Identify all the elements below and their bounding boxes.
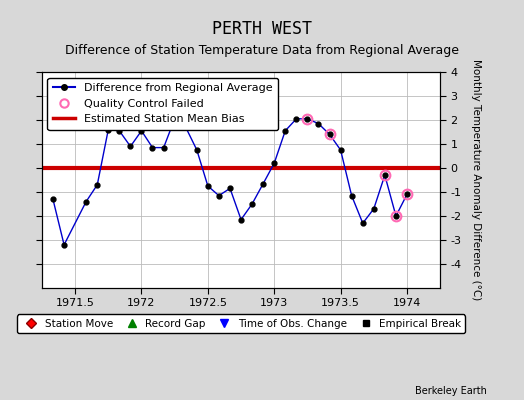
Difference from Regional Average <box>282 128 288 133</box>
Y-axis label: Monthly Temperature Anomaly Difference (°C): Monthly Temperature Anomaly Difference (… <box>471 59 481 301</box>
Difference from Regional Average <box>293 116 300 121</box>
Difference from Regional Average <box>216 193 222 198</box>
Difference from Regional Average <box>381 173 388 178</box>
Difference from Regional Average <box>205 184 211 188</box>
Difference from Regional Average <box>182 125 189 130</box>
Text: Berkeley Earth: Berkeley Earth <box>416 386 487 396</box>
Difference from Regional Average <box>116 128 123 133</box>
Difference from Regional Average <box>160 145 167 150</box>
Difference from Regional Average <box>50 197 56 202</box>
Difference from Regional Average <box>271 161 277 166</box>
Difference from Regional Average <box>194 148 200 152</box>
Difference from Regional Average <box>249 202 255 206</box>
Difference from Regional Average <box>94 182 101 187</box>
Quality Control Failed <box>304 116 311 121</box>
Difference from Regional Average <box>127 144 134 149</box>
Difference from Regional Average <box>227 186 233 191</box>
Difference from Regional Average <box>326 132 333 137</box>
Difference from Regional Average <box>370 206 377 211</box>
Difference from Regional Average <box>359 221 366 226</box>
Quality Control Failed <box>393 214 399 218</box>
Quality Control Failed <box>404 192 410 197</box>
Difference from Regional Average <box>61 242 67 247</box>
Line: Difference from Regional Average: Difference from Regional Average <box>50 116 409 247</box>
Difference from Regional Average <box>138 128 145 133</box>
Difference from Regional Average <box>83 199 89 204</box>
Legend: Station Move, Record Gap, Time of Obs. Change, Empirical Break: Station Move, Record Gap, Time of Obs. C… <box>17 314 465 333</box>
Difference from Regional Average <box>238 217 244 222</box>
Difference from Regional Average <box>105 127 112 132</box>
Difference from Regional Average <box>260 181 266 186</box>
Legend: Difference from Regional Average, Quality Control Failed, Estimated Station Mean: Difference from Regional Average, Qualit… <box>48 78 278 130</box>
Difference from Regional Average <box>149 145 156 150</box>
Line: Quality Control Failed: Quality Control Failed <box>302 114 412 221</box>
Difference from Regional Average <box>315 121 322 126</box>
Quality Control Failed <box>326 132 333 137</box>
Difference from Regional Average <box>348 193 355 198</box>
Difference from Regional Average <box>304 116 311 121</box>
Text: Difference of Station Temperature Data from Regional Average: Difference of Station Temperature Data f… <box>65 44 459 57</box>
Text: PERTH WEST: PERTH WEST <box>212 20 312 38</box>
Quality Control Failed <box>381 173 388 178</box>
Difference from Regional Average <box>393 214 399 218</box>
Difference from Regional Average <box>404 192 410 197</box>
Difference from Regional Average <box>337 148 344 152</box>
Difference from Regional Average <box>171 116 178 121</box>
